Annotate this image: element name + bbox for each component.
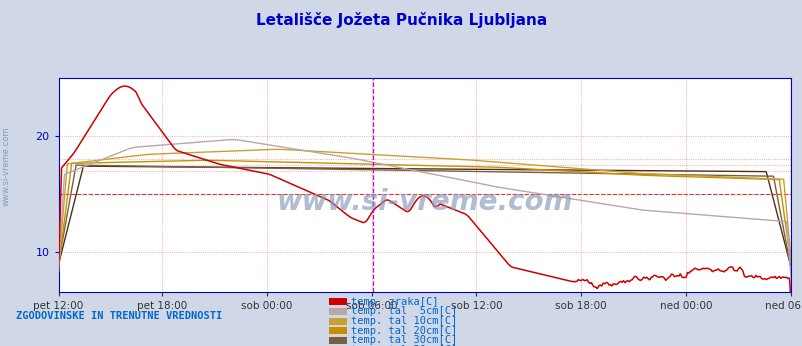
Text: temp. tal 30cm[C]: temp. tal 30cm[C] [350,336,456,345]
Text: www.si-vreme.com: www.si-vreme.com [2,126,11,206]
Text: temp. tal  5cm[C]: temp. tal 5cm[C] [350,307,456,316]
Text: temp. tal 20cm[C]: temp. tal 20cm[C] [350,326,456,336]
Text: ZGODOVINSKE IN TRENUTNE VREDNOSTI: ZGODOVINSKE IN TRENUTNE VREDNOSTI [16,311,222,320]
Text: Letališče Jožeta Pučnika Ljubljana: Letališče Jožeta Pučnika Ljubljana [256,12,546,28]
Text: temp. zraka[C]: temp. zraka[C] [350,297,438,307]
Text: temp. tal 50cm[C]: temp. tal 50cm[C] [350,345,456,346]
Text: www.si-vreme.com: www.si-vreme.com [276,188,573,216]
Text: temp. tal 10cm[C]: temp. tal 10cm[C] [350,316,456,326]
